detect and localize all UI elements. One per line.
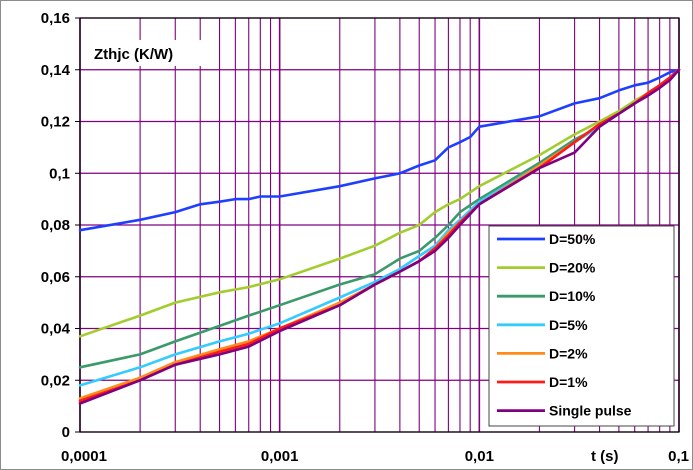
y-tick-label: 0,1 bbox=[49, 165, 70, 182]
x-tick-label: 0,0001 bbox=[61, 448, 107, 465]
y-tick-label: 0,16 bbox=[41, 10, 70, 27]
series-line-single-pulse bbox=[78, 68, 681, 405]
legend-label: D=50% bbox=[549, 231, 596, 247]
legend-label: D=5% bbox=[549, 317, 588, 333]
legend-label: D=10% bbox=[549, 288, 596, 304]
legend-label: D=2% bbox=[549, 345, 588, 361]
y-tick-label: 0 bbox=[62, 424, 70, 441]
y-tick-label: 0,08 bbox=[41, 217, 70, 234]
y-tick-label: 0,06 bbox=[41, 269, 70, 286]
x-tick-label: 0,1 bbox=[668, 448, 689, 465]
x-tick-label: 0,001 bbox=[261, 448, 299, 465]
x-tick-label: 0,01 bbox=[465, 448, 494, 465]
y-tick-label: 0,12 bbox=[41, 114, 70, 131]
series-line-d-20 bbox=[78, 68, 681, 338]
x-tick-labels: 0,0001 0,001 0,01 0,1 bbox=[61, 448, 689, 465]
y-tick-label: 0,04 bbox=[41, 321, 71, 338]
legend-label: D=20% bbox=[549, 260, 596, 276]
y-tick-label: 0,14 bbox=[41, 62, 71, 79]
y-axis-label: Zthjc (K/W) bbox=[94, 46, 173, 63]
legend-label: D=1% bbox=[549, 374, 588, 390]
y-axis-label-background bbox=[89, 40, 205, 66]
series-lines bbox=[78, 68, 681, 405]
y-tick-label: 0,02 bbox=[41, 372, 70, 389]
x-axis-label-background bbox=[585, 445, 633, 467]
x-axis-label: t (s) bbox=[591, 448, 619, 465]
legend-label: Single pulse bbox=[549, 403, 632, 419]
legend: D=50% D=20% D=10% D=5% D=2% D=1% Single pulse bbox=[488, 225, 675, 427]
y-tick-labels: 0 0,02 0,04 0,06 0,08 0,1 0,12 0,14 0,16 bbox=[41, 10, 71, 441]
series-line-d-50 bbox=[78, 68, 681, 232]
